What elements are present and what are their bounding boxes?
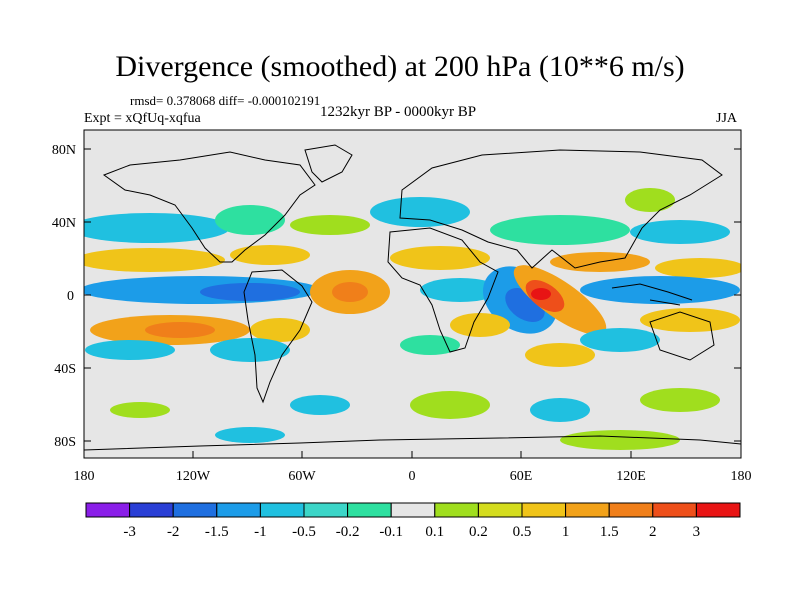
contour-blob [490,215,630,245]
colorbar-swatch [477,502,523,518]
colorbar-label: -0.5 [292,524,316,540]
colorbar-swatch [172,502,218,518]
contour-blob [640,308,740,332]
contour-blob [370,197,470,227]
lon-label: 120W [176,469,211,484]
colorbar-swatch [347,502,392,518]
contour-blob [410,391,490,419]
contour-blob [390,246,490,270]
coastline-north-america [102,151,316,263]
contour-blob [530,398,590,422]
colorbar-swatch [85,502,131,518]
colorbar-swatch [434,502,479,518]
lon-label: 180 [731,469,752,484]
coastlines [84,144,741,451]
coastline-eurasia [399,149,723,269]
stats-line: rmsd= 0.378068 diff= -0.000102191 [130,93,321,108]
lon-label: 0 [409,469,416,484]
contour-blob [250,318,310,342]
colorbar-label: 1.5 [600,524,619,540]
contour-blob [290,395,350,415]
contour-blob [625,188,675,212]
colorbar-label: 0.5 [513,524,532,540]
coastline-south-america [243,269,313,404]
colorbar-swatch [129,502,174,518]
colorbar-label: -0.2 [336,524,360,540]
lat-label: 40N [52,216,76,231]
contour-blob [630,220,730,244]
contour-blob [560,430,680,450]
lat-label: 80N [52,143,76,158]
contour-blob [450,313,510,337]
plot-title: Divergence (smoothed) at 200 hPa (10**6 … [115,50,685,83]
colorbar-label: 1 [562,524,570,540]
coastline-maritime-continent [611,283,693,306]
coastline-australia [649,311,715,361]
contour-blob [84,248,225,272]
longitude-labels: 180 120W 60W 0 60E 120E 180 [74,469,752,484]
contour-blob [525,343,595,367]
colorbar-label: -0.1 [379,524,403,540]
lat-label: 0 [67,289,74,304]
colorbar-swatch [608,502,654,518]
colorbar-label: -3 [123,524,136,540]
lon-label: 60E [510,469,533,484]
contour-blob [332,282,368,302]
contour-blob [85,340,175,360]
colorbar-label: 0.1 [425,524,444,540]
season-label: JJA [716,111,738,126]
coastline-africa [387,227,499,353]
experiment-label: Expt = xQfUq-xqfua [84,111,201,126]
lon-label: 180 [74,469,95,484]
colorbar-swatch [652,502,697,518]
contour-blob [655,258,741,278]
contour-blob [215,427,285,443]
contour-blob [215,205,285,235]
period-label: 1232kyr BP - 0000kyr BP [320,104,477,120]
lat-label: 40S [54,362,76,377]
colorbar: -3 -2 -1.5 -1 -0.5 -0.2 -0.1 0.1 0.2 0.5 1 1.5 2 3 [85,502,741,540]
colorbar-label: -1.5 [205,524,229,540]
contour-blob [210,338,290,362]
colorbar-label: -2 [167,524,180,540]
coastline-antarctica [84,435,741,451]
colorbar-label: 2 [649,524,657,540]
contour-blob [145,322,215,338]
colorbar-label: -1 [254,524,267,540]
lat-label: 80S [54,435,76,450]
lon-label: 60W [288,469,316,484]
contour-blob [200,283,300,301]
colorbar-swatch [565,502,610,518]
colorbar-swatch [521,502,567,518]
lon-label: 120E [616,469,646,484]
contour-blob [580,328,660,352]
colorbar-swatch [390,502,436,518]
colorbar-swatch [695,502,741,518]
colorbar-swatch [216,502,261,518]
colorbar-swatch [303,502,349,518]
contour-blob [110,402,170,418]
contour-blob [531,288,551,300]
contour-blob [84,213,230,243]
latitude-labels: 80N 40N 0 40S 80S [52,143,76,450]
colorbar-swatch [259,502,305,518]
contour-blob [230,245,310,265]
coastline-greenland [304,144,353,183]
contour-blob [290,215,370,235]
colorbar-label: 3 [693,524,701,540]
colorbar-label: 0.2 [469,524,488,540]
contour-blob [420,278,500,302]
contour-blob [640,388,720,412]
axis-ticks [84,148,741,458]
